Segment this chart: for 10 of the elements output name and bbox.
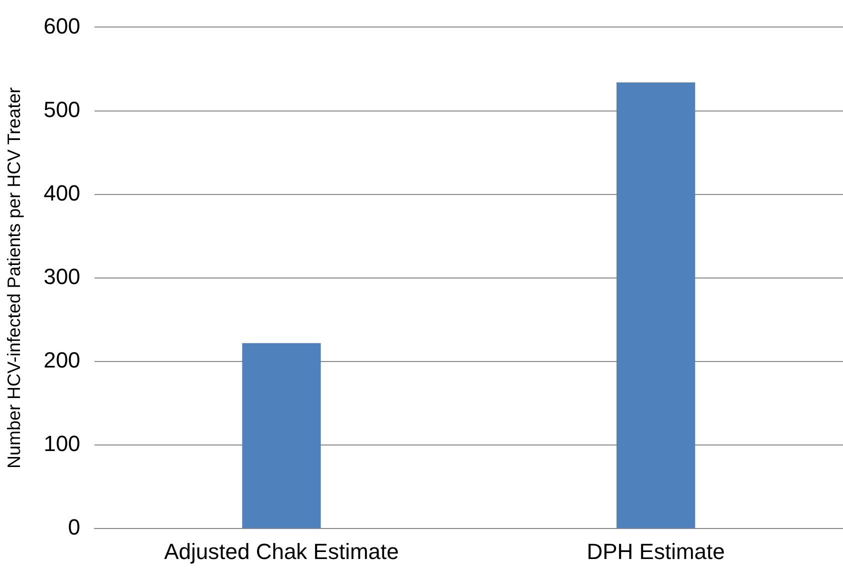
y-tick-label: 0 <box>68 514 80 540</box>
x-tick-label: Adjusted Chak Estimate <box>164 538 399 564</box>
y-tick-label: 200 <box>44 348 80 373</box>
x-tick-label: DPH Estimate <box>586 538 725 564</box>
y-axis-title: Number HCV-infected Patients per HCV Treater <box>4 87 24 468</box>
y-tick-label: 300 <box>44 264 80 289</box>
y-tick-label: 500 <box>44 96 80 122</box>
y-tick-label: 600 <box>44 13 80 38</box>
y-tick-label: 100 <box>44 431 80 456</box>
y-tick-label: 400 <box>44 180 80 206</box>
